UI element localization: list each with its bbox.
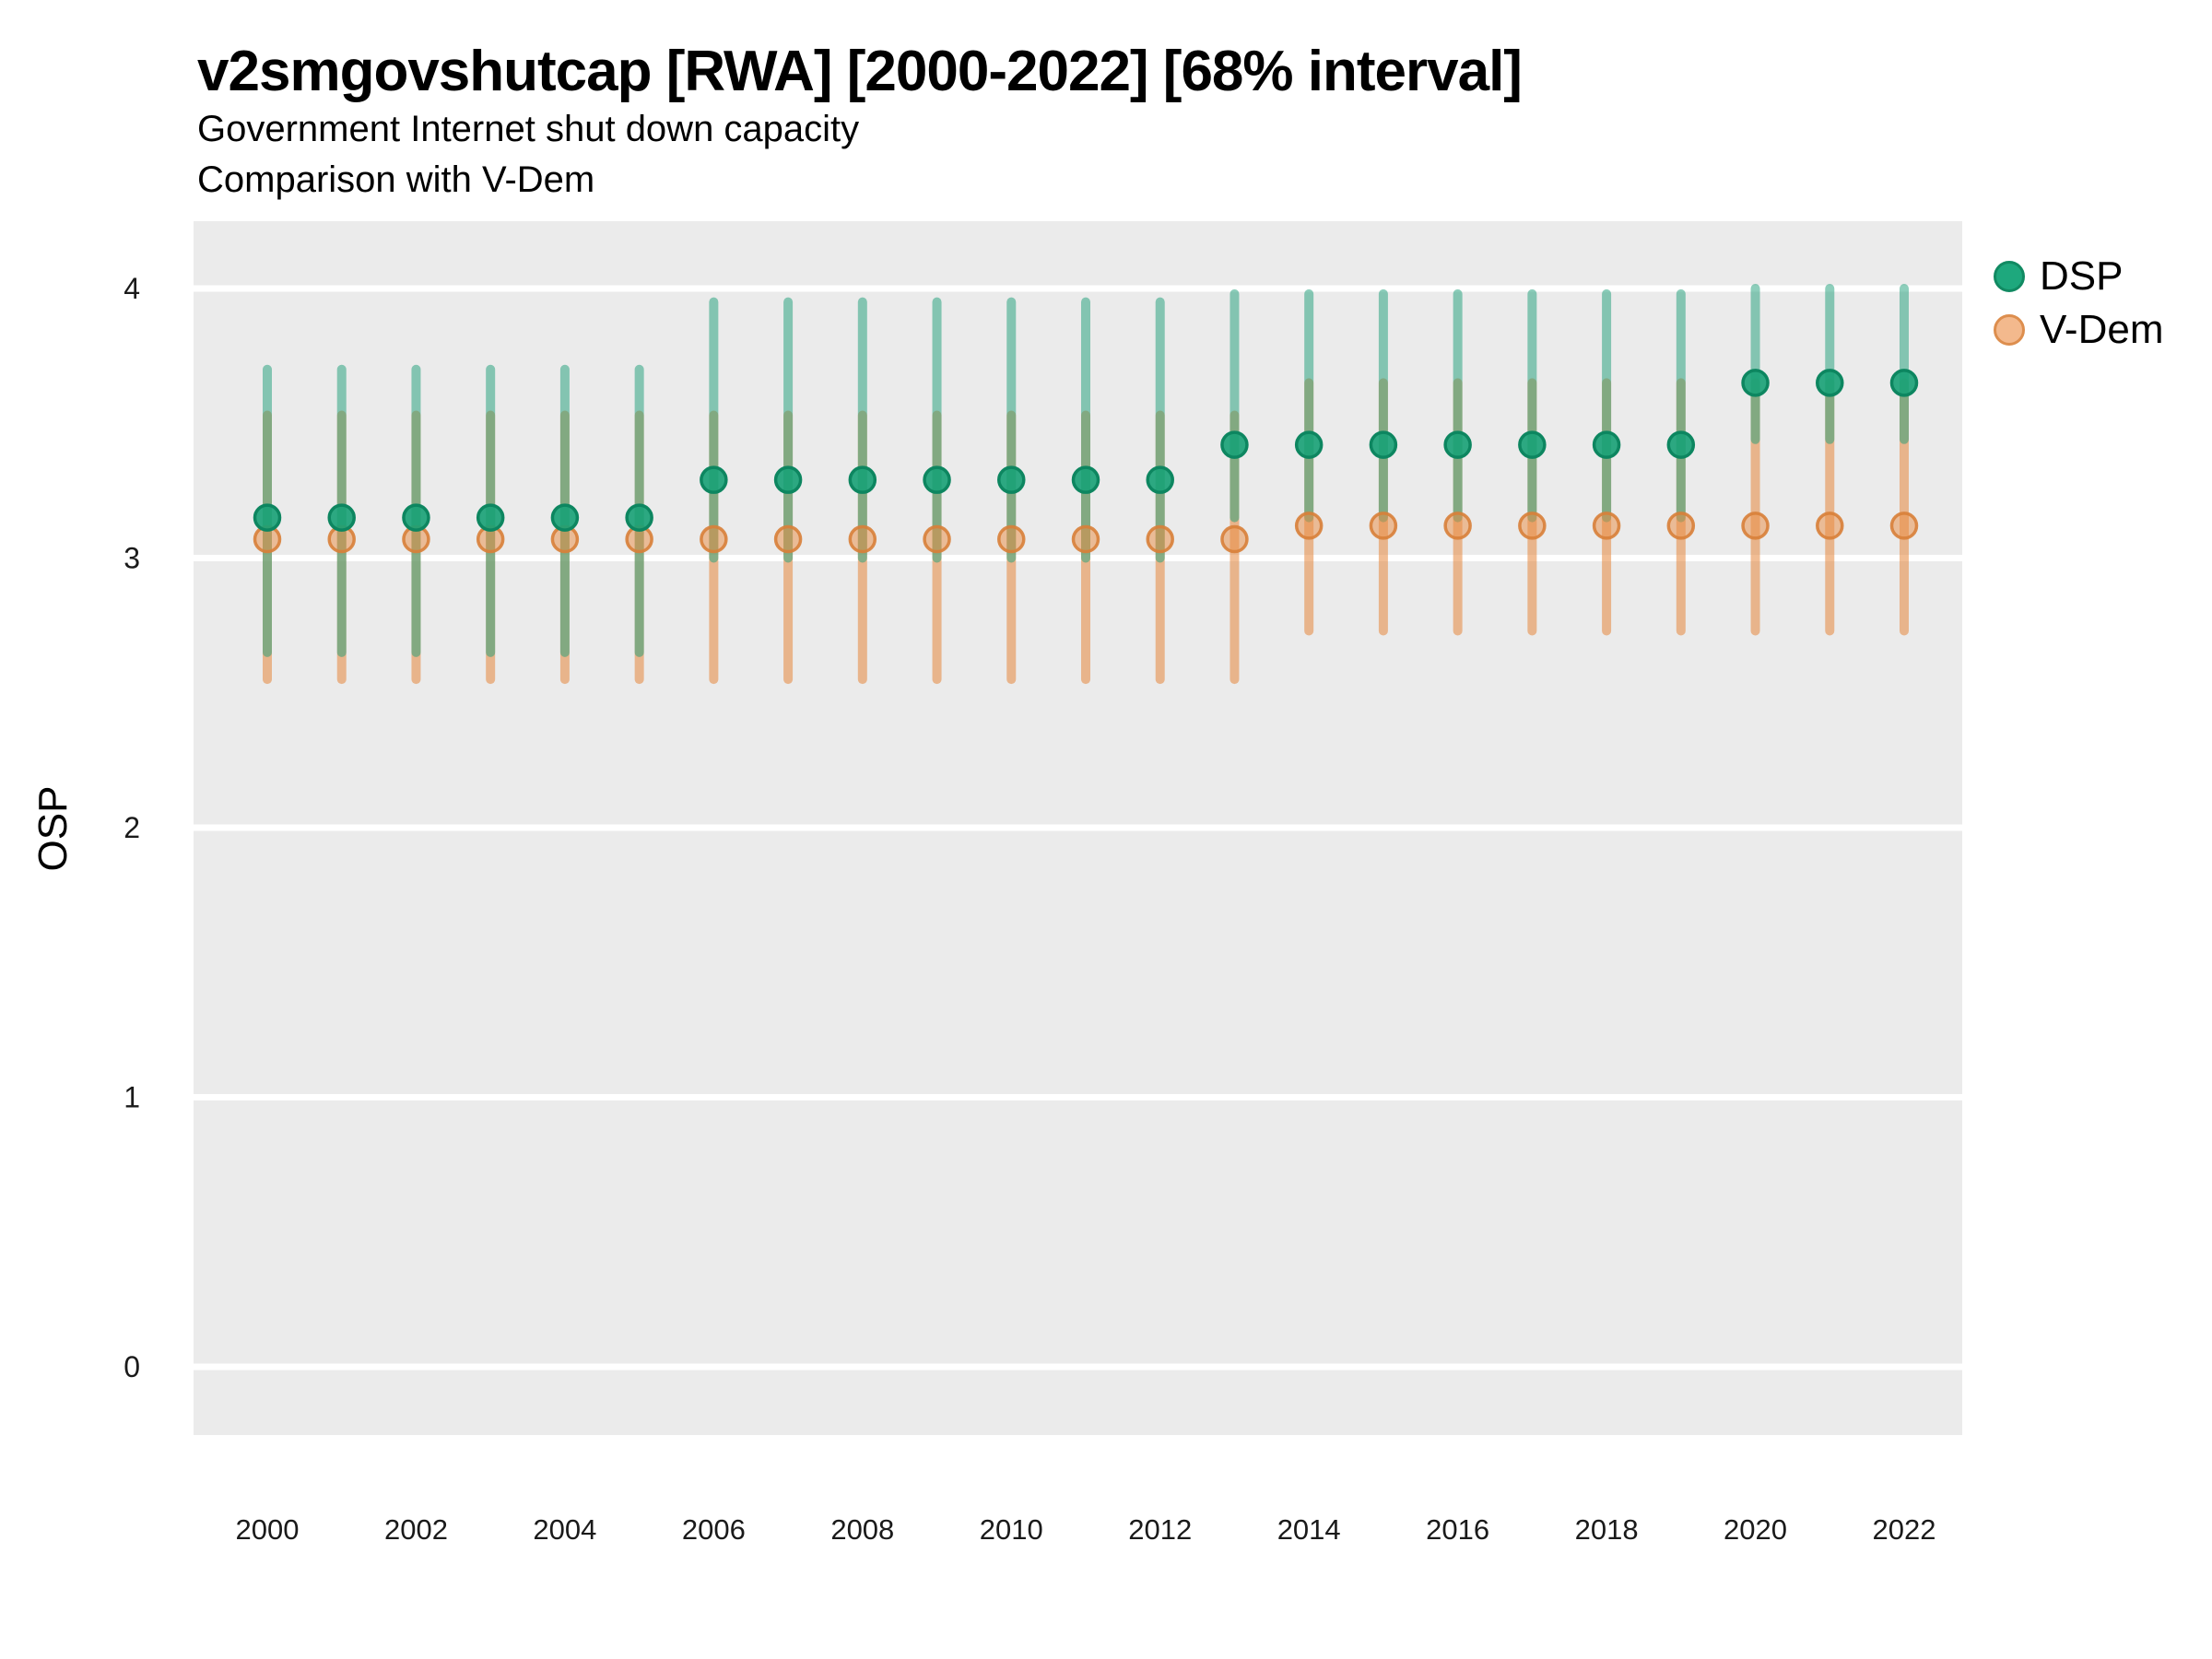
vdem-point-2012 bbox=[1146, 524, 1174, 554]
dsp-point-2005 bbox=[625, 503, 653, 532]
dsp-legend-label: DSP bbox=[2040, 253, 2124, 299]
x-tick-label-2004: 2004 bbox=[533, 1513, 596, 1546]
dsp-point-2014 bbox=[1294, 430, 1324, 459]
x-tick-label-2012: 2012 bbox=[1128, 1513, 1192, 1546]
vdem-point-2019 bbox=[1666, 512, 1696, 540]
x-tick-label-2006: 2006 bbox=[682, 1513, 746, 1546]
x-tick-label-2020: 2020 bbox=[1724, 1513, 1787, 1546]
dsp-point-2006 bbox=[700, 465, 728, 494]
dsp-point-2002 bbox=[402, 503, 430, 532]
dsp-point-2004 bbox=[550, 503, 580, 532]
dsp-point-2016 bbox=[1443, 430, 1472, 459]
vdem-point-2022 bbox=[1889, 512, 1919, 540]
y-tick-label-0: 0 bbox=[124, 1350, 140, 1383]
x-tick-label-2016: 2016 bbox=[1426, 1513, 1489, 1546]
vdem-legend-label: V-Dem bbox=[2040, 307, 2164, 352]
x-tick-label-2022: 2022 bbox=[1873, 1513, 1936, 1546]
vdem-point-2021 bbox=[1816, 512, 1844, 540]
legend: DSP V-Dem bbox=[1994, 250, 2163, 357]
dsp-point-2000 bbox=[253, 503, 282, 532]
vdem-point-2018 bbox=[1592, 512, 1621, 540]
dsp-point-2011 bbox=[1071, 465, 1100, 494]
vdem-point-2011 bbox=[1071, 524, 1100, 554]
vdem-point-2006 bbox=[700, 524, 728, 554]
legend-item-vdem: V-Dem bbox=[1994, 303, 2163, 357]
chart-subtitle-line1: Government Internet shut down capacity bbox=[197, 109, 860, 149]
y-axis-title: OSP bbox=[30, 785, 76, 872]
vdem-legend-swatch-icon bbox=[1994, 314, 2025, 346]
x-tick-label-2018: 2018 bbox=[1575, 1513, 1639, 1546]
gridline-y-2 bbox=[194, 824, 1962, 831]
vdem-point-2013 bbox=[1220, 524, 1249, 554]
dsp-point-2003 bbox=[476, 503, 505, 532]
gridline-y-4 bbox=[194, 285, 1962, 292]
vdem-point-2014 bbox=[1294, 512, 1324, 540]
dsp-point-2020 bbox=[1741, 369, 1770, 397]
x-tick-label-2000: 2000 bbox=[236, 1513, 300, 1546]
vdem-point-2020 bbox=[1741, 512, 1770, 540]
dsp-point-2019 bbox=[1666, 430, 1696, 459]
vdem-point-2015 bbox=[1369, 512, 1398, 540]
gridline-y-1 bbox=[194, 1094, 1962, 1100]
dsp-point-2017 bbox=[1518, 430, 1547, 459]
vdem-point-2009 bbox=[923, 524, 951, 554]
vdem-point-2017 bbox=[1518, 512, 1547, 540]
vdem-point-2007 bbox=[773, 524, 803, 554]
y-tick-label-2: 2 bbox=[124, 811, 140, 844]
dsp-point-2018 bbox=[1592, 430, 1621, 459]
x-tick-label-2008: 2008 bbox=[830, 1513, 894, 1546]
chart-title: v2smgovshutcap [RWA] [2000-2022] [68% in… bbox=[197, 40, 1523, 103]
dsp-point-2007 bbox=[773, 465, 803, 494]
dsp-point-2008 bbox=[848, 465, 877, 494]
dsp-point-2021 bbox=[1816, 369, 1844, 397]
dsp-point-2001 bbox=[327, 503, 356, 532]
chart-subtitle-line2: Comparison with V-Dem bbox=[197, 159, 595, 200]
gridline-y-3 bbox=[194, 555, 1962, 561]
vdem-point-2008 bbox=[848, 524, 877, 554]
y-tick-label-3: 3 bbox=[124, 542, 140, 575]
dsp-legend-swatch-icon bbox=[1994, 261, 2025, 292]
x-tick-label-2002: 2002 bbox=[384, 1513, 448, 1546]
x-tick-label-2014: 2014 bbox=[1277, 1513, 1341, 1546]
legend-item-dsp: DSP bbox=[1994, 250, 2163, 303]
dsp-point-2013 bbox=[1220, 430, 1249, 459]
y-tick-label-1: 1 bbox=[124, 1081, 140, 1114]
dsp-point-2010 bbox=[997, 465, 1026, 494]
vdem-point-2016 bbox=[1443, 512, 1472, 540]
vdem-point-2010 bbox=[997, 524, 1026, 554]
dsp-point-2012 bbox=[1146, 465, 1174, 494]
x-tick-label-2010: 2010 bbox=[980, 1513, 1043, 1546]
y-tick-label-4: 4 bbox=[124, 272, 140, 305]
dsp-point-2015 bbox=[1369, 430, 1398, 459]
dsp-point-2022 bbox=[1889, 369, 1919, 397]
dsp-point-2009 bbox=[923, 465, 951, 494]
gridline-y-0 bbox=[194, 1363, 1962, 1371]
